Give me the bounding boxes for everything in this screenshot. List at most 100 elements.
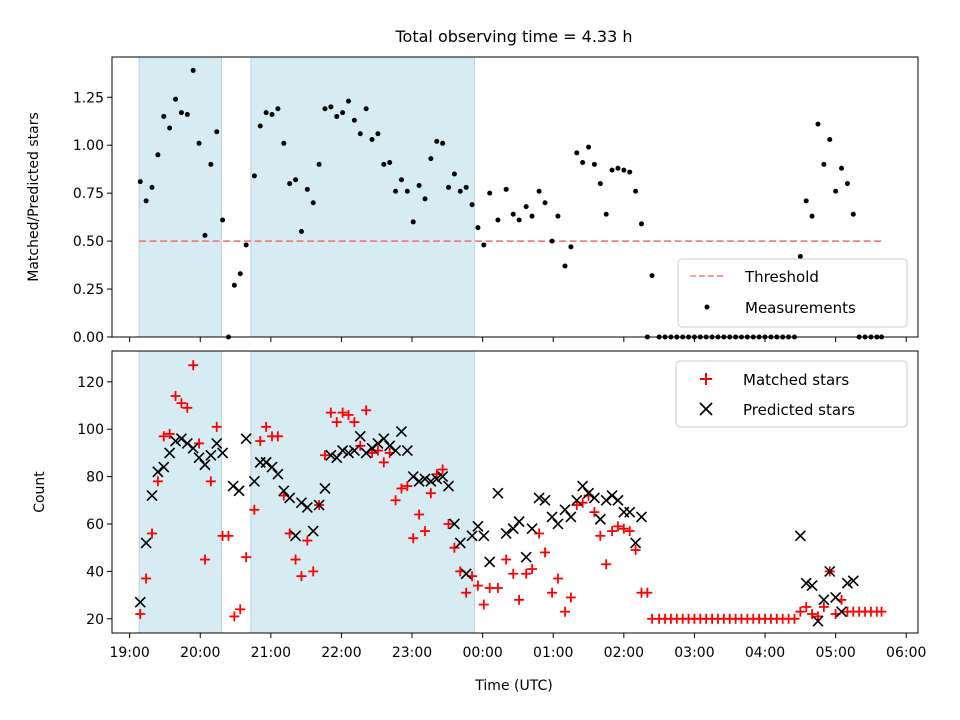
matched-star-point [807, 609, 818, 620]
measurement-point [375, 131, 381, 137]
predicted-star-point [559, 504, 571, 516]
matched-star-point [390, 495, 401, 506]
predicted-star-point [533, 492, 545, 504]
measurement-point [523, 204, 529, 210]
matched-star-point [349, 417, 360, 428]
matched-star-point [618, 523, 629, 534]
predicted-star-point [342, 447, 355, 459]
predicted-star-point [478, 530, 490, 542]
matched-star-point [612, 521, 623, 532]
predicted-star-point [612, 494, 624, 506]
predicted-star-point [500, 527, 512, 540]
predicted-star-point [227, 480, 239, 492]
matched-star-point [302, 535, 313, 546]
matched-star-point [607, 526, 618, 537]
predicted-star-point [140, 537, 152, 549]
matched-star-point [223, 530, 234, 541]
matched-star-point [414, 509, 425, 520]
matched-star-point [331, 417, 342, 428]
measurement-point [638, 221, 644, 227]
predicted-star-point [448, 518, 460, 530]
predicted-star-point [847, 575, 859, 587]
matched-star-point [402, 481, 413, 492]
measurement-point [487, 190, 493, 196]
predicted-star-point [507, 523, 519, 535]
predicted-star-point [348, 444, 360, 457]
predicted-star-point [307, 525, 319, 537]
matched-star-point [595, 530, 606, 541]
measurement-point [275, 106, 281, 112]
matched-star-point [272, 431, 283, 442]
matched-star-point [325, 407, 336, 418]
predicted-star-point [134, 596, 146, 608]
y-tick-label: 20 [86, 612, 104, 628]
measurement-point [850, 211, 856, 217]
predicted-star-point [588, 492, 600, 504]
measurement-point [633, 188, 639, 194]
y-tick-label: 0.50 [73, 234, 104, 250]
y-tick-label: 100 [77, 422, 104, 438]
top-shaded-intervals [138, 56, 475, 338]
predicted-star-point [800, 577, 812, 589]
predicted-star-point [565, 511, 577, 523]
matched-star-point [361, 405, 372, 416]
predicted-star-point [582, 487, 595, 499]
predicted-star-point [164, 447, 176, 459]
legend-predicted-swatch [699, 402, 713, 416]
measurement-point [422, 196, 428, 202]
measurement-point [173, 96, 179, 102]
predicted-star-point [313, 499, 325, 511]
matched-star-point [795, 606, 806, 617]
matched-star-point [367, 447, 378, 458]
measurement-point [481, 242, 487, 248]
measurement-point [503, 186, 509, 192]
predicted-star-point [401, 444, 413, 457]
x-tick-label: 23:00 [392, 645, 432, 661]
predicted-star-point [437, 471, 449, 483]
predicted-star-point [830, 591, 842, 604]
predicted-star-point [513, 516, 525, 528]
matched-star-point [343, 409, 354, 420]
predicted-star-point [466, 530, 478, 542]
measurement-point [542, 200, 548, 206]
matched-star-point [158, 431, 169, 442]
measurement-point [428, 156, 434, 162]
predicted-star-point [175, 433, 187, 445]
predicted-star-point [818, 594, 830, 606]
measurement-point [827, 136, 833, 142]
predicted-star-point [835, 606, 848, 618]
predicted-star-point [794, 530, 806, 542]
predicted-star-point [205, 449, 217, 461]
matched-star-point [565, 592, 576, 603]
predicted-star-point [407, 471, 419, 483]
x-tick-label: 19:00 [109, 645, 149, 661]
predicted-star-point [395, 426, 408, 438]
matched-star-point [789, 613, 800, 624]
measurement-point [398, 177, 404, 183]
shaded-interval-0 [138, 56, 222, 338]
measurement-point [310, 200, 316, 206]
measurement-point [536, 188, 542, 194]
y-tick-label: 80 [86, 470, 104, 486]
measurement-point [597, 181, 603, 187]
measurement-point [603, 211, 609, 217]
y-tick-label: 40 [86, 564, 104, 580]
measurement-point [627, 169, 633, 175]
y-tick-label: 120 [77, 375, 104, 391]
predicted-star-point [472, 520, 484, 532]
predicted-star-point [390, 444, 402, 457]
legend-threshold-label: Threshold [744, 268, 819, 286]
matched-star-point [170, 391, 181, 402]
matched-star-point [630, 545, 641, 556]
matched-star-point [241, 552, 252, 563]
measurement-point [621, 167, 627, 173]
predicted-star-point [413, 475, 425, 487]
predicted-star-point [577, 480, 589, 492]
measurement-point [381, 161, 387, 167]
measurement-point [844, 181, 850, 187]
top-legend: Threshold Measurements [677, 258, 908, 328]
measurement-point [821, 161, 827, 167]
measurement-point [190, 67, 196, 73]
measurement-point [434, 138, 440, 144]
